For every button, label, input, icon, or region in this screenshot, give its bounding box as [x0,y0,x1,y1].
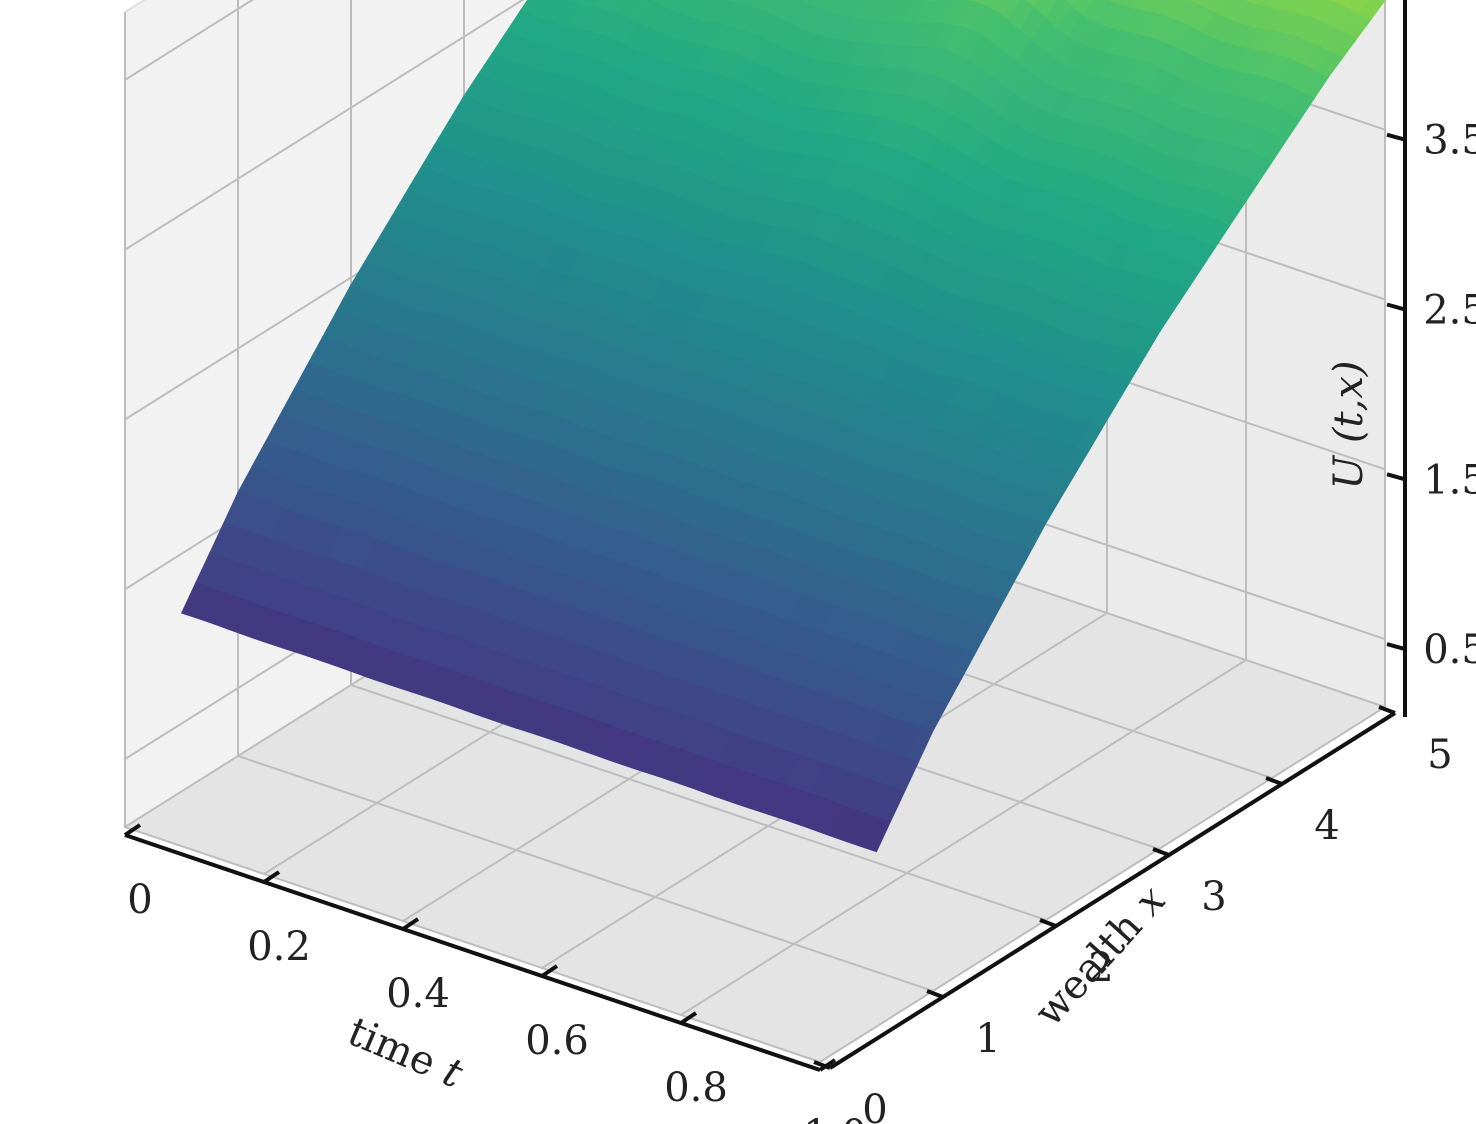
surface-facet [864,817,892,853]
axis-lines [123,0,1407,1072]
surface-plot [180,0,1386,853]
z-tick-mark [1386,472,1406,482]
t-tick-label: 1.0 [803,1112,867,1124]
x-tick-mark [1039,918,1057,928]
x-axis-label: time t [341,1009,470,1098]
x-tick-label: 4 [1314,803,1339,849]
t-tick-mark [401,917,420,931]
tick-labels: 00.20.40.60.81.00123450.51.52.53.54.5 [127,118,1476,1124]
t-tick-label: 0.4 [386,971,450,1017]
z-tick-label: 1.5 [1423,457,1476,503]
t-tick-mark [679,1011,698,1025]
x-tick-mark [1378,705,1396,715]
z-tick-label: 2.5 [1423,288,1476,334]
z-tick-mark [1386,132,1406,142]
x-tick-mark [1265,776,1283,786]
t-tick-label: 0 [127,877,152,923]
t-tick-mark [123,823,142,837]
x-tick-mark [1152,847,1170,857]
x-tick-mark [813,1060,831,1070]
z-axis-label: U (t,x) [1326,361,1372,490]
x-tick-label: 2 [1088,945,1113,991]
x-tick-label: 0 [862,1087,887,1124]
t-tick-label: 0.2 [247,924,311,970]
t-axis-line [124,833,821,1072]
z-tick-label: 0.5 [1423,627,1476,673]
gridline-x [124,12,821,1063]
gridline-x [237,0,934,992]
t-tick-label: 0.8 [664,1065,728,1111]
x-tick-label: 3 [1201,874,1226,920]
x-tick-mark [926,989,944,999]
t-tick-mark [262,870,281,884]
z-tick-mark [1386,302,1406,312]
z-tick-mark [1386,642,1406,652]
x-tick-label: 1 [975,1016,1000,1062]
x-axis-line [828,711,1397,1070]
x-tick-label: 5 [1427,732,1452,778]
t-tick-label: 0.6 [525,1018,589,1064]
gridline-x [350,0,1047,921]
z-tick-label: 3.5 [1423,118,1476,164]
t-tick-mark [540,964,559,978]
